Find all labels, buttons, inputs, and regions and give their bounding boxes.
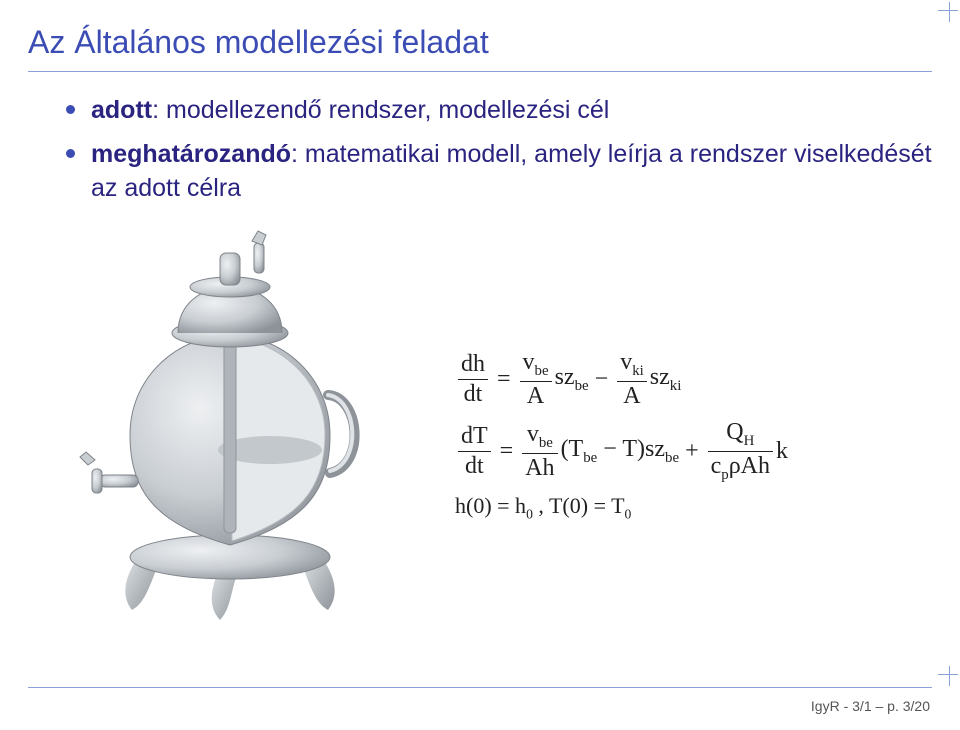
equations-block: dh dt = vbe A szbe − vki A szki dT [455, 350, 885, 523]
bullet-rest: : modellezendő rendszer, modellezési cél [152, 96, 609, 124]
bullet-list: adott: modellezendő rendszer, modellezés… [28, 94, 932, 205]
slide: Az Általános modellezési feladat adott: … [0, 0, 960, 730]
initial-conditions: h(0) = h0 , T(0) = T0 [455, 493, 885, 522]
eq1-t1-fraction: vbe A [520, 350, 552, 410]
equation-2: dT dt = vbe Ah (Tbe − T)szbe + QH cpρAh … [455, 420, 885, 484]
bullet-dot-icon [66, 149, 75, 158]
bullet-text: adott: modellezendő rendszer, modellezés… [91, 94, 609, 128]
eq1-lhs-den: dt [461, 382, 486, 407]
bullet-item: meghatározandó: matematikai modell, amel… [66, 138, 932, 206]
eq1-t2-fraction: vki A [617, 350, 647, 410]
bullet-dot-icon [66, 105, 75, 114]
eq2-lhs-fraction: dT dt [458, 424, 491, 479]
eq2-t2-fraction: QH cpρAh [708, 420, 773, 484]
title-underline [28, 71, 932, 72]
bullet-text: meghatározandó: matematikai modell, amel… [91, 138, 932, 206]
eq1-lhs-fraction: dh dt [458, 352, 488, 407]
minus: − [589, 366, 615, 393]
plus: + [679, 438, 705, 465]
equation-1: dh dt = vbe A szbe − vki A szki [455, 350, 885, 410]
slide-footer: IgyR - 3/1 – p. 3/20 [811, 698, 930, 714]
bullet-item: adott: modellezendő rendszer, modellezés… [66, 94, 932, 128]
bullet-strong: meghatározandó [91, 140, 291, 168]
equals: = [491, 366, 517, 393]
eq2-t1-fraction: vbe Ah [522, 422, 557, 482]
equals: = [494, 438, 520, 465]
bullet-strong: adott [91, 96, 152, 124]
corner-mark-top-right [938, 2, 958, 22]
content-area: Az Általános modellezési feladat adott: … [28, 24, 932, 215]
page-title: Az Általános modellezési feladat [28, 24, 932, 61]
vessel-illustration [70, 225, 390, 625]
corner-mark-bottom-right [938, 666, 958, 686]
bottom-rule [28, 687, 932, 688]
eq1-lhs-num: dh [458, 352, 488, 377]
